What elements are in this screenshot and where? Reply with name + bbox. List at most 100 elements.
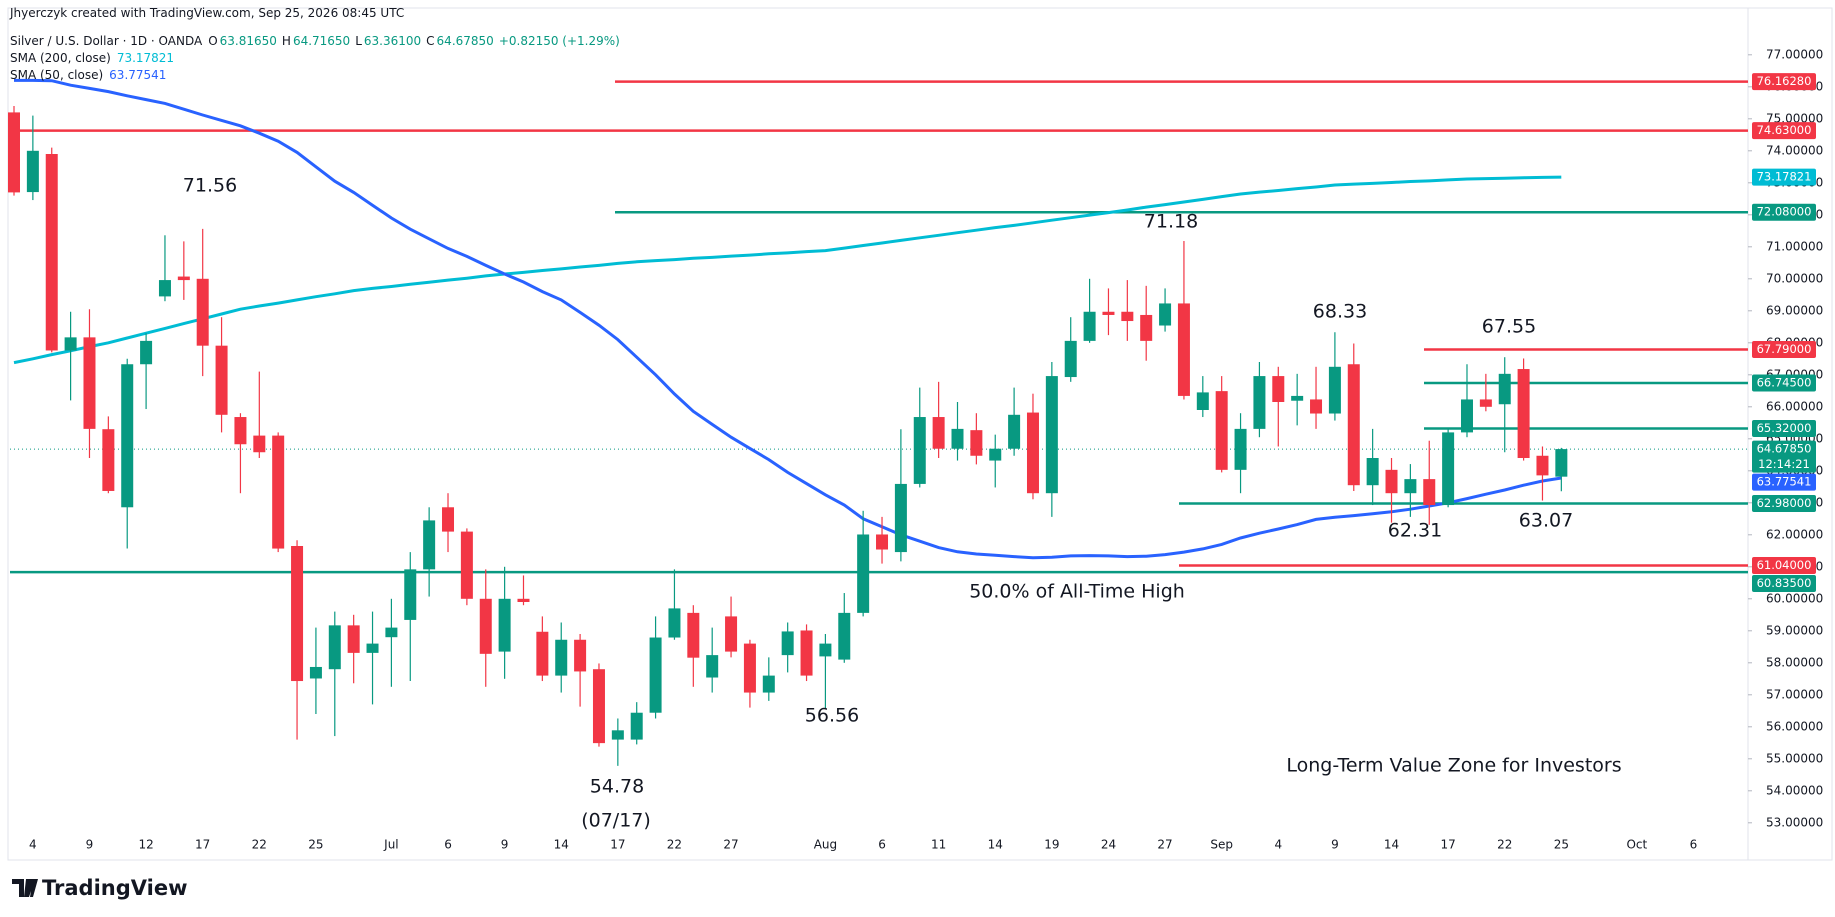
candle-body [932, 417, 945, 449]
countdown: 12:14:21 [1758, 457, 1810, 471]
candle-body [536, 631, 549, 676]
x-tick-label: 14 [554, 838, 569, 852]
x-tick-label: 19 [1044, 838, 1059, 852]
candle-body [1121, 311, 1134, 322]
candle-body [1159, 303, 1172, 326]
candle-body [1140, 314, 1153, 341]
candle-body [1423, 479, 1436, 506]
price-box-label: 74.63000 [1757, 123, 1812, 137]
y-tick-label: 70.00000 [1766, 271, 1823, 285]
x-tick-label: 25 [1554, 838, 1569, 852]
price-box-label: 60.83500 [1757, 576, 1812, 590]
candle-body [1498, 373, 1511, 405]
x-tick-label: 4 [29, 838, 37, 852]
x-tick-label: 9 [1331, 838, 1339, 852]
candle-body [1272, 376, 1285, 402]
candle-body [668, 608, 681, 638]
candle-body [781, 631, 794, 656]
y-tick-label: 71.00000 [1766, 239, 1823, 253]
legend-row: SMA (200, close) 73.17821 [10, 51, 622, 65]
price-box [1752, 420, 1816, 438]
candle-body [574, 639, 587, 672]
candle-body [1517, 369, 1530, 458]
candle-body [1366, 458, 1379, 486]
x-tick-label: 22 [252, 838, 267, 852]
candle-body [876, 534, 889, 550]
x-tick-label: 6 [444, 838, 452, 852]
price-box [1752, 122, 1816, 140]
candle-body [64, 337, 77, 351]
sma-line [13, 175, 1562, 365]
candle-body [498, 598, 511, 652]
candle-body [1045, 376, 1058, 494]
x-tick-label: 17 [1440, 838, 1455, 852]
ohlc-value: 64.67850 [436, 34, 494, 48]
annotation: 63.07 [1519, 510, 1573, 532]
candle-body [404, 569, 417, 620]
y-tick-label: 55.00000 [1766, 751, 1823, 765]
price-box-label: 65.32000 [1757, 421, 1812, 435]
x-tick-label: 12 [138, 838, 153, 852]
candle-body [989, 448, 1002, 461]
annotation: 71.18 [1144, 211, 1198, 233]
candle-body [102, 429, 115, 491]
candle-body [177, 276, 190, 281]
x-tick-label: 22 [1497, 838, 1512, 852]
ohlc-key: C [426, 34, 435, 48]
candle-body [158, 280, 171, 297]
candle-body [1026, 412, 1039, 494]
x-tick-label: 27 [723, 838, 738, 852]
legend-name: SMA (50, close) [10, 68, 104, 82]
annotation: 71.56 [183, 175, 237, 197]
candle-body [196, 278, 209, 346]
y-tick-label: 53.00000 [1766, 815, 1823, 829]
candle-body [26, 150, 39, 193]
price-box-label: 73.17821 [1757, 170, 1812, 184]
legend-value: 63.77541 [109, 68, 167, 82]
y-tick-label: 66.00000 [1766, 399, 1823, 413]
candle-body [347, 625, 360, 653]
candle-body [366, 643, 379, 653]
price-box-label: 62.98000 [1757, 496, 1812, 510]
candle-body [725, 616, 738, 652]
candle-body [1310, 399, 1323, 414]
candle-body [970, 430, 983, 456]
candle-body [272, 435, 285, 549]
candle-body [309, 666, 322, 679]
legend-row: Silver / U.S. Dollar · 1D · OANDA O 63.816… [10, 34, 622, 48]
x-tick-label: 4 [1274, 838, 1282, 852]
ohlc-value: 64.71650 [292, 34, 351, 48]
candle-body [479, 598, 492, 654]
x-tick-label: 14 [988, 838, 1003, 852]
y-tick-label: 59.00000 [1766, 623, 1823, 637]
candle-body [894, 483, 907, 553]
ohlc-value: 63.81650 [219, 34, 277, 48]
candle-body [1196, 392, 1209, 410]
y-tick-label: 60.00000 [1766, 591, 1823, 605]
credit: Jhyerczyk created with TradingView.com, … [10, 6, 405, 20]
x-tick-label: 9 [86, 838, 94, 852]
price-box-label: 63.77541 [1757, 475, 1812, 489]
candle-body [1083, 311, 1096, 341]
x-tick-label: 17 [610, 838, 625, 852]
candle-body [83, 337, 96, 429]
x-tick-label: Jul [383, 838, 398, 852]
legend-value: 73.17821 [116, 51, 175, 65]
ohlc-value: 63.36100 [363, 34, 422, 48]
candle-body [1328, 366, 1341, 414]
candle-body [762, 675, 775, 693]
x-tick-label: 9 [501, 838, 509, 852]
candle-body [1177, 303, 1190, 396]
candle-body [1555, 449, 1568, 477]
x-tick-label: 24 [1101, 838, 1116, 852]
price-box [1752, 203, 1816, 221]
candle-body [649, 637, 662, 713]
ohlc-key: H [281, 34, 291, 48]
x-tick-label: 25 [308, 838, 323, 852]
candle-body [1215, 391, 1228, 470]
candle-body [291, 546, 304, 682]
candle-body [215, 345, 228, 415]
annotation: 56.56 [805, 705, 859, 727]
frame [7, 7, 1833, 861]
candle-body [592, 669, 605, 744]
